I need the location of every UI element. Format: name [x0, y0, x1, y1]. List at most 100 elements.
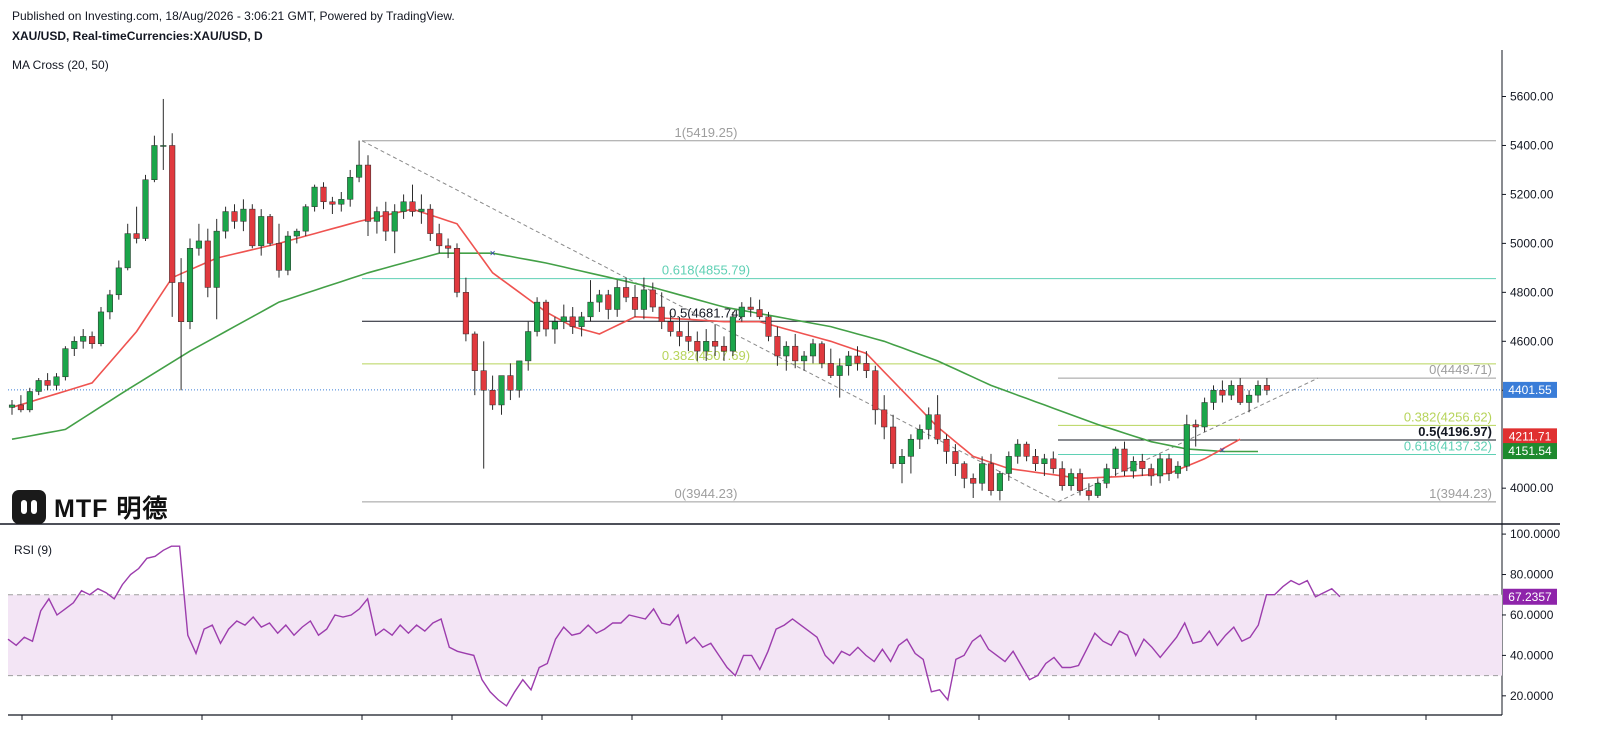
candle-body-62 [560, 316, 567, 322]
ma-cross-label: MA Cross (20, 50) [12, 58, 109, 72]
candle-125 [1121, 441, 1128, 476]
candle-88 [792, 333, 799, 369]
candle-138 [1237, 378, 1244, 405]
ma-cross-marker-0: ✕ [489, 249, 496, 258]
candle-100 [898, 449, 906, 484]
candle-body-115 [1032, 456, 1039, 464]
candle-108 [970, 473, 977, 498]
rsi-band [8, 594, 1502, 676]
candle-body-130 [1165, 458, 1173, 474]
candle-58 [525, 321, 532, 371]
candle-38 [347, 169, 354, 207]
candle-body-3 [35, 380, 42, 392]
rsi-label: RSI (9) [14, 543, 53, 557]
candle-body-87 [783, 345, 790, 357]
price-tick-label-7: 4000.00 [1510, 481, 1554, 495]
candle-68 [614, 280, 621, 317]
candle-24 [222, 206, 229, 239]
candle-106 [952, 444, 959, 476]
candle-body-79 [712, 341, 719, 347]
candle-74 [667, 311, 674, 337]
candle-body-134 [1201, 402, 1208, 428]
candle-84 [756, 299, 763, 320]
candle-body-95 [854, 355, 861, 364]
candle-body-135 [1210, 390, 1217, 403]
candle-body-119 [1068, 473, 1075, 486]
candle-body-10 [97, 311, 105, 345]
candle-body-19 [178, 282, 185, 322]
candle-102 [916, 424, 923, 450]
candle-116 [1041, 453, 1048, 476]
candle-body-132 [1183, 424, 1190, 467]
mtf-logo: MTF 明德 [12, 490, 168, 524]
candle-body-52 [471, 333, 478, 371]
candle-113 [1014, 439, 1021, 464]
candle-30 [275, 223, 283, 278]
candle-97 [872, 365, 879, 425]
ma-slow-tag-bg [1503, 443, 1557, 460]
candle-4 [44, 373, 51, 391]
candle-body-110 [987, 463, 995, 491]
candle-body-69 [623, 287, 630, 298]
candle-120 [1076, 468, 1084, 496]
candle-body-99 [890, 426, 897, 464]
candle-76 [685, 321, 692, 352]
candle-78 [703, 329, 710, 361]
candle-body-41 [373, 211, 380, 222]
candle-62 [560, 304, 567, 330]
candle-body-55 [498, 375, 505, 406]
candle-101 [907, 434, 914, 474]
candle-body-16 [151, 145, 158, 180]
candle-body-82 [738, 306, 745, 318]
candle-body-61 [551, 321, 558, 330]
candle-110 [987, 453, 995, 496]
rsi-tick-label-3: 40.0000 [1510, 648, 1554, 662]
candle-body-59 [534, 301, 541, 332]
candle-body-75 [676, 331, 683, 337]
candle-77 [694, 331, 701, 361]
candle-body-54 [489, 390, 496, 406]
candle-3 [35, 378, 42, 396]
candle-20 [186, 238, 194, 330]
candle-133 [1192, 419, 1199, 447]
candle-95 [854, 346, 861, 371]
candle-37 [338, 191, 345, 212]
fib-right-label-1: 0.382(4256.62) [1404, 409, 1492, 424]
candle-89 [801, 351, 808, 371]
price-tick-label-2: 5200.00 [1510, 187, 1554, 201]
candle-50 [453, 243, 461, 298]
candle-body-72 [649, 289, 656, 308]
candle-25 [231, 204, 238, 229]
candle-46 [418, 194, 425, 224]
price-tick-label-3: 5000.00 [1510, 236, 1554, 250]
candle-5 [53, 373, 60, 391]
last-price-tag-bg [1503, 381, 1557, 398]
candle-35 [320, 182, 327, 210]
candle-66 [596, 289, 603, 312]
candle-122 [1094, 478, 1101, 498]
candle-body-83 [747, 306, 754, 310]
candle-body-80 [720, 345, 728, 352]
candle-0 [8, 400, 16, 415]
candle-body-123 [1103, 468, 1110, 484]
candle-body-138 [1237, 385, 1244, 403]
candle-9 [89, 331, 96, 349]
candle-135 [1210, 385, 1217, 410]
candle-body-24 [222, 211, 229, 232]
candle-body-43 [391, 211, 398, 232]
candle-body-12 [115, 267, 122, 296]
candle-44 [400, 194, 407, 219]
candle-129 [1157, 453, 1164, 484]
candle-body-125 [1121, 448, 1128, 472]
candle-body-63 [569, 316, 576, 327]
candle-body-81 [729, 316, 736, 352]
candle-45 [409, 184, 416, 217]
candle-body-33 [302, 206, 309, 232]
published-note: Published on Investing.com, 18/Aug/2026 … [12, 9, 455, 23]
candle-body-45 [409, 201, 416, 212]
candle-28 [258, 209, 265, 256]
candle-71 [640, 277, 647, 320]
candle-body-64 [578, 316, 585, 327]
candle-10 [97, 307, 105, 347]
